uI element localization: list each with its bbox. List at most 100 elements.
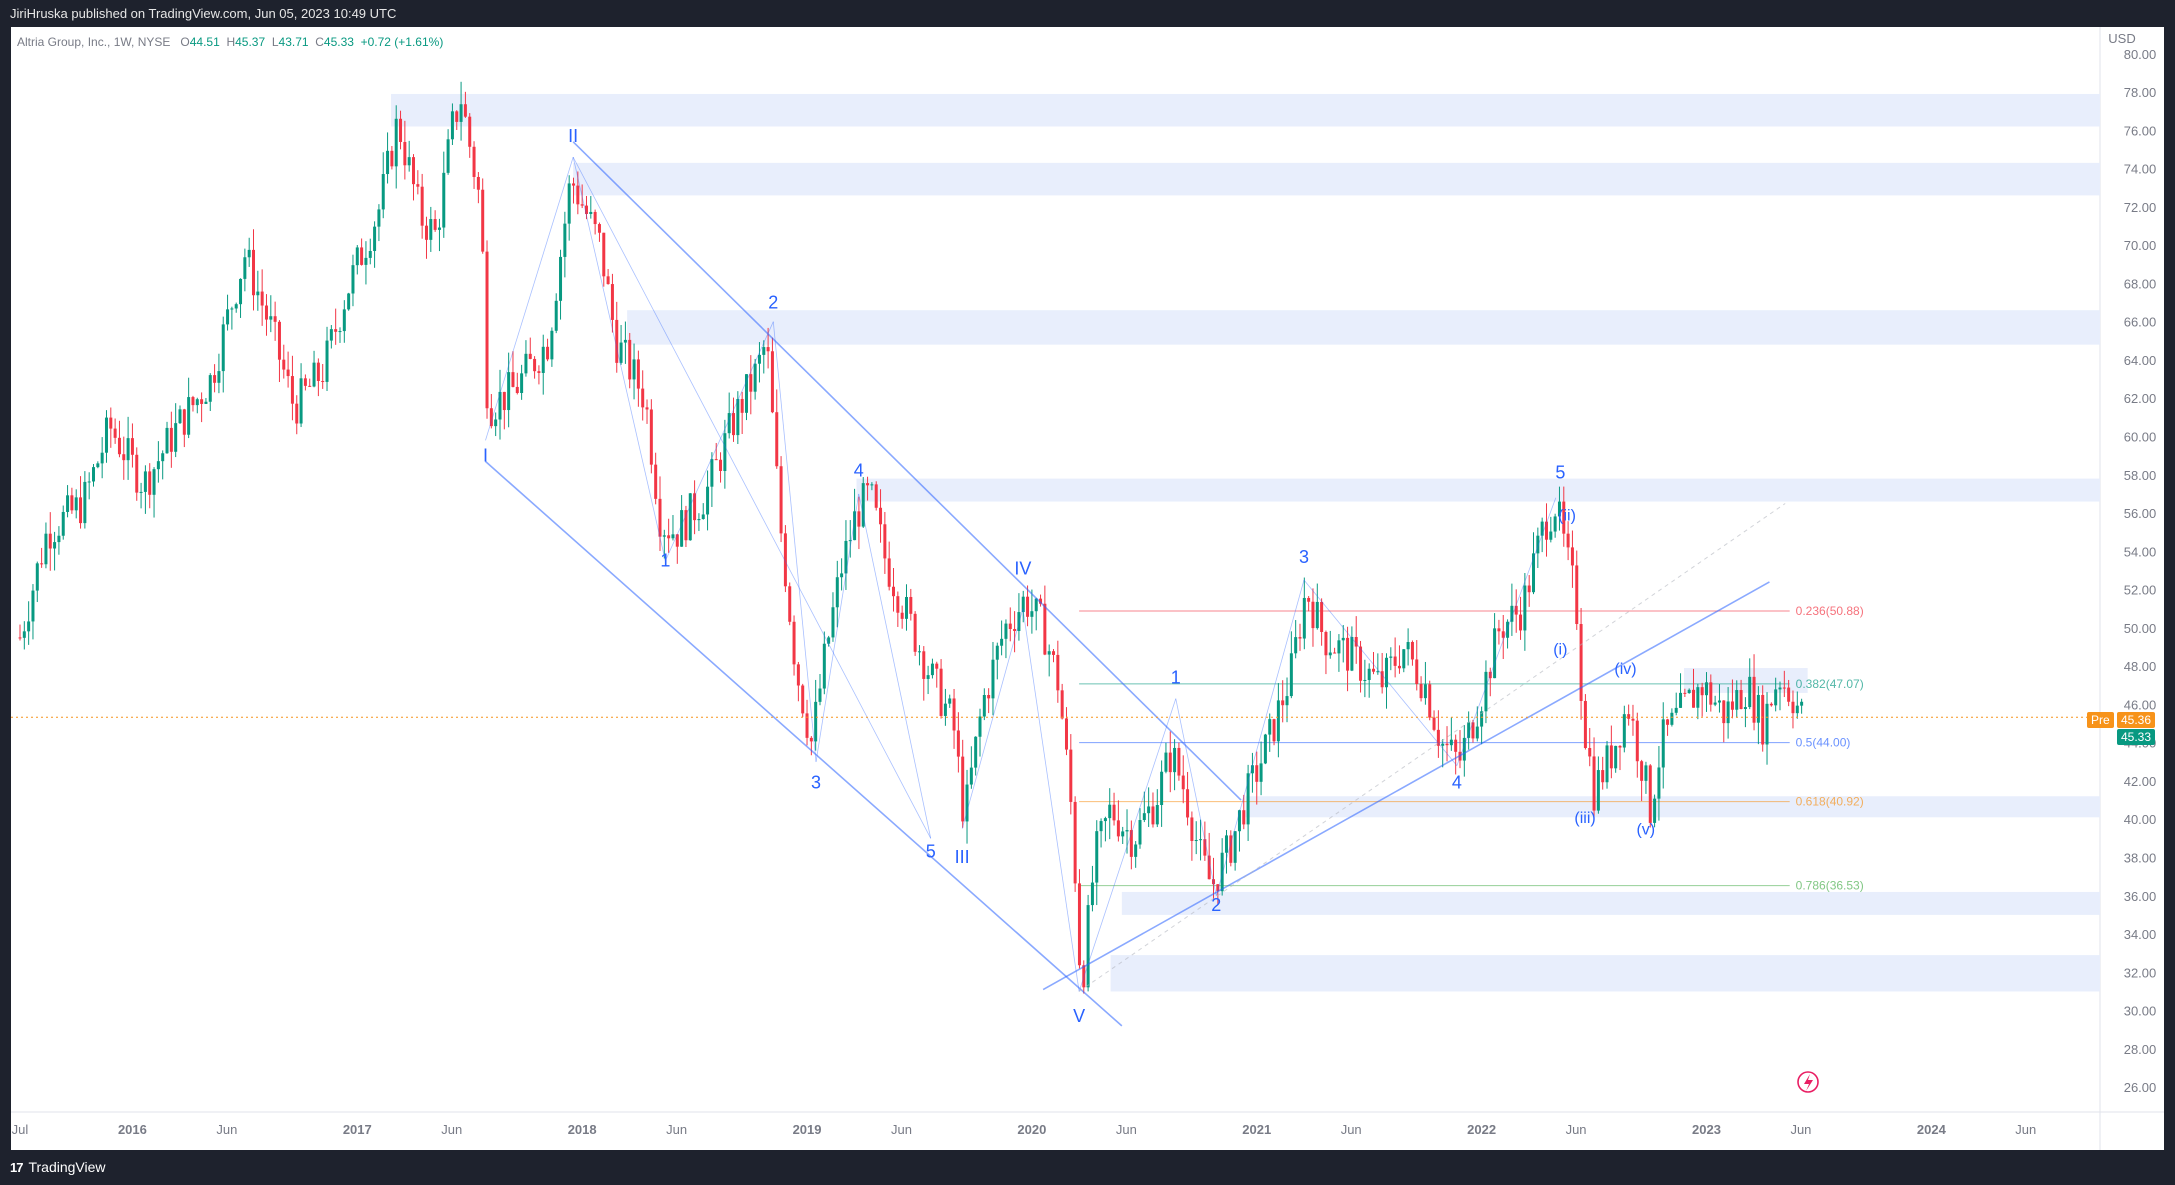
x-tick-label: 2020 (1017, 1122, 1046, 1137)
wave-path-line (664, 321, 774, 562)
candle-body (1743, 707, 1747, 710)
price-chart[interactable]: 0.236(50.88) 0.382(47.07) 0.5(44.00) 0.618(… (11, 27, 2164, 1150)
symbol-name: Altria Group, Inc., 1W, NYSE (17, 35, 171, 49)
candle-body (1397, 665, 1401, 669)
sub-wave-label: (i) (1553, 642, 1567, 659)
candle-body (156, 461, 160, 470)
candle-body (243, 257, 247, 279)
wave-path-line (1215, 579, 1305, 896)
support-resistance-zone (573, 162, 2101, 196)
candle-body (221, 324, 225, 372)
y-tick-label: 78.00 (2124, 85, 2157, 100)
candle-body (481, 189, 485, 252)
candle-body (1765, 703, 1769, 745)
candle-body (1787, 687, 1791, 702)
candle-body (1644, 765, 1648, 781)
y-tick-label: 60.00 (2124, 430, 2157, 445)
candle-body (1199, 839, 1203, 841)
y-tick-label: 72.00 (2124, 200, 2157, 215)
open-label: O (180, 35, 190, 49)
candle-body (420, 186, 424, 226)
candle-body (623, 339, 627, 343)
candle-body (1506, 621, 1510, 638)
y-tick-label: 56.00 (2124, 506, 2157, 521)
candle-body (636, 359, 640, 389)
wave-label: I (483, 445, 488, 465)
candle-body (1043, 603, 1047, 655)
candle-body (740, 398, 744, 413)
y-tick-label: 62.00 (2124, 391, 2157, 406)
y-tick-label: 46.00 (2124, 697, 2157, 712)
candle-body (429, 219, 433, 240)
candle-body (805, 713, 809, 738)
candle-body (541, 346, 545, 373)
candle-body (1311, 601, 1315, 629)
candle-body (394, 118, 398, 167)
fib-level-label: 0.5(44.00) (1796, 736, 1851, 750)
candle-body (18, 637, 22, 639)
wave-label: 4 (854, 461, 864, 481)
candle-body (1704, 682, 1708, 696)
candle-body (1769, 703, 1773, 706)
candle-body (87, 481, 91, 483)
candle-body (295, 403, 299, 424)
candle-body (684, 510, 688, 541)
x-tick-label: Jun (1341, 1122, 1362, 1137)
candle-body (1216, 884, 1220, 892)
support-resistance-zone (1121, 891, 2100, 915)
candle-body (792, 621, 796, 665)
sub-wave-label: (iii) (1574, 810, 1595, 827)
lightning-icon-ring (1797, 1071, 1819, 1093)
candle-body (256, 291, 260, 296)
y-tick-label: 32.00 (2124, 965, 2157, 980)
x-tick-label: 2018 (568, 1122, 597, 1137)
chart-panel[interactable]: 0.236(50.88) 0.382(47.07) 0.5(44.00) 0.618(… (11, 27, 2164, 1150)
candle-body (1250, 765, 1254, 774)
change-value: +0.72 (+1.61%) (360, 35, 444, 49)
candle-body (1116, 820, 1120, 837)
candle-body (1242, 810, 1246, 825)
candle-body (956, 730, 960, 757)
fib-level-label: 0.382(47.07) (1796, 677, 1864, 691)
candle-body (1285, 696, 1289, 706)
candle-body (1294, 637, 1298, 654)
candle-body (628, 339, 632, 380)
candle-body (744, 374, 748, 413)
candle-body (403, 141, 407, 166)
candle-body (329, 329, 333, 341)
candle-body (1060, 690, 1064, 719)
candle-body (853, 511, 857, 541)
candle-body (1419, 684, 1423, 699)
wave-path-line (1303, 579, 1458, 766)
candle-body (809, 737, 813, 742)
candle-body (399, 118, 403, 142)
candle-body (917, 651, 921, 653)
candle-body (476, 176, 480, 190)
y-tick-label: 64.00 (2124, 353, 2157, 368)
candle-body (948, 698, 952, 704)
x-tick-label: Jul (12, 1122, 29, 1137)
candle-body (364, 257, 368, 265)
candle-body (559, 256, 563, 301)
candle-body (1268, 719, 1272, 735)
y-tick-label: 36.00 (2124, 889, 2157, 904)
wave-path-line (961, 608, 1024, 829)
candle-body (290, 376, 294, 404)
candle-body (900, 612, 904, 619)
candle-body (1108, 804, 1112, 819)
wave-label: 3 (1299, 547, 1309, 567)
candle-body (1735, 690, 1739, 710)
candle-body (1670, 712, 1674, 725)
candle-body (412, 157, 416, 185)
candle-body (1039, 598, 1043, 604)
tradingview-logo[interactable]: 17 TradingView (10, 1159, 106, 1175)
candle-body (1532, 553, 1536, 593)
candle-body (1557, 501, 1561, 517)
close-label: C (315, 35, 324, 49)
candle-body (230, 308, 234, 310)
candle-body (991, 659, 995, 699)
candle-body (1017, 612, 1021, 632)
wave-path-line (815, 493, 860, 762)
fib-level-label: 0.236(50.88) (1796, 604, 1864, 618)
candle-body (113, 428, 117, 438)
